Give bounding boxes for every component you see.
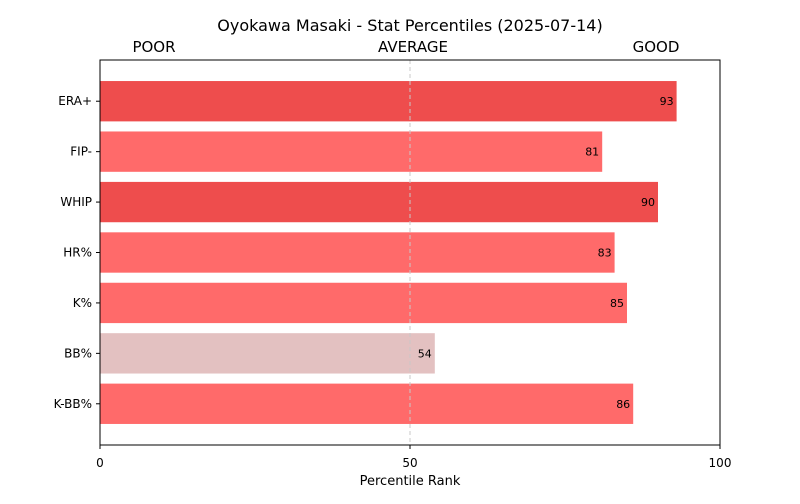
value-label: 86: [616, 398, 630, 411]
y-tick-label: K%: [73, 296, 92, 310]
value-label: 93: [660, 95, 674, 108]
zone-label-poor: POOR: [132, 38, 175, 56]
y-tick-label: ERA+: [58, 94, 92, 108]
value-label: 81: [585, 146, 599, 159]
y-tick-label: WHIP: [60, 195, 92, 209]
bar-whip: [100, 181, 658, 223]
value-labels: 93 81 90 83 85 54 86: [418, 95, 674, 411]
value-label: 90: [641, 196, 655, 209]
zone-label-good: GOOD: [633, 38, 680, 56]
bar-fip-: [100, 131, 603, 172]
y-axis: ERA+ FIP- WHIP HR% K% BB% K-BB%: [54, 94, 100, 411]
x-tick-label: 50: [402, 456, 417, 470]
value-label: 85: [610, 297, 624, 310]
x-axis: 0 50 100: [96, 445, 731, 470]
y-tick-label: FIP-: [70, 145, 92, 159]
bar-hr-: [100, 232, 615, 273]
y-tick-label: BB%: [64, 346, 92, 360]
bar-k-: [100, 282, 627, 324]
bar-bb-: [100, 333, 435, 374]
bars-layer: [100, 81, 677, 424]
y-tick-label: K-BB%: [54, 397, 92, 411]
x-tick-label: 100: [709, 456, 732, 470]
x-tick-label: 0: [96, 456, 104, 470]
value-label: 83: [598, 247, 612, 260]
zone-labels: POOR AVERAGE GOOD: [132, 38, 679, 56]
bar-era-: [100, 81, 677, 122]
bar-k-bb-: [100, 383, 634, 424]
y-tick-label: HR%: [63, 246, 92, 260]
value-label: 54: [418, 347, 432, 360]
chart-title: Oyokawa Masaki - Stat Percentiles (2025-…: [217, 16, 602, 35]
zone-label-average: AVERAGE: [378, 38, 448, 56]
x-axis-label: Percentile Rank: [360, 474, 461, 489]
